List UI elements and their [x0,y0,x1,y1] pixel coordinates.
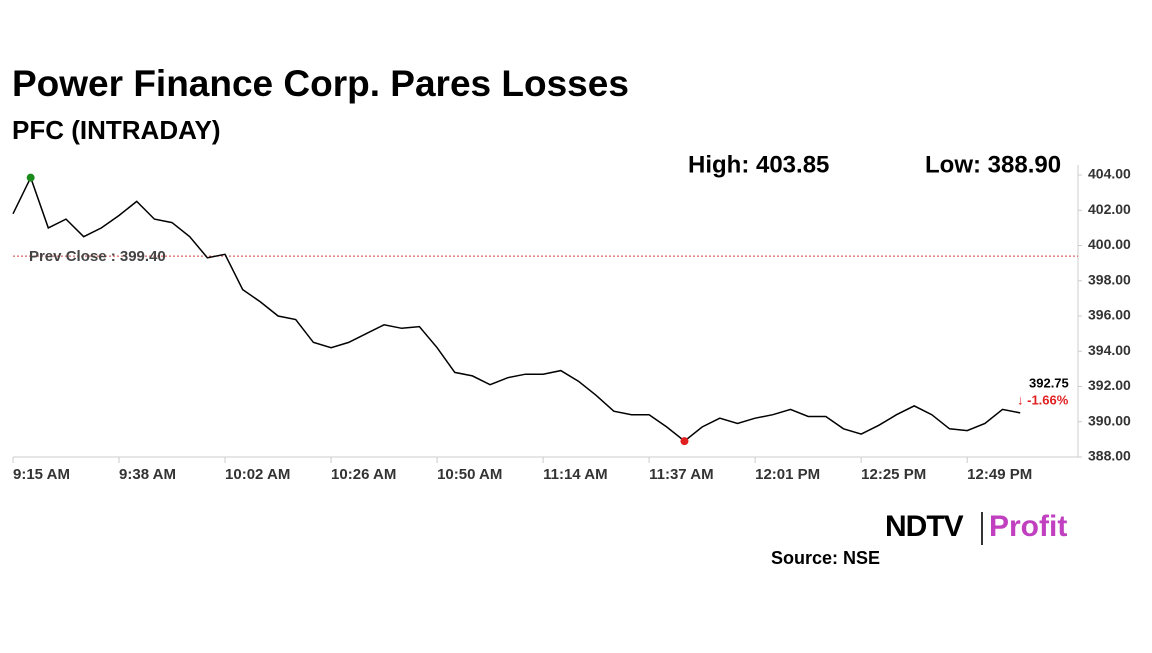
y-tick-label: 392.00 [1088,377,1131,393]
x-tick-label: 9:15 AM [13,466,70,483]
x-tick-label: 11:37 AM [649,466,713,483]
y-tick-label: 402.00 [1088,201,1131,217]
x-tick-label: 11:14 AM [543,466,607,483]
x-tick-label: 12:25 PM [861,466,926,483]
y-tick-label: 400.00 [1088,236,1131,252]
x-tick-label: 10:50 AM [437,466,502,483]
price-line [12,175,1021,443]
low-label: Low: 388.90 [925,151,1061,178]
y-tick-label: 404.00 [1088,166,1131,182]
y-tick-label: 390.00 [1088,412,1131,428]
y-tick-label: 388.00 [1088,448,1131,464]
source: Source: NSE [771,548,880,568]
high-marker [26,173,35,182]
y-tick-label: 398.00 [1088,271,1131,287]
x-tick-label: 12:49 PM [967,466,1032,483]
x-tick-label: 9:38 AM [119,466,176,483]
x-tick-label: 10:02 AM [225,466,290,483]
prev-close-label: Prev Close : 399.40 [29,248,166,265]
x-tick-label: 12:01 PM [755,466,820,483]
change: ↓ -1.66% [1017,392,1069,407]
logo-left: NDTV [885,510,964,543]
logo-right: Profit [989,510,1067,543]
chart-title: Power Finance Corp. Pares Losses [12,63,629,104]
last-price: 392.75 [1029,375,1069,390]
low-marker [680,437,689,446]
high-label: High: 403.85 [688,151,829,178]
x-tick-label: 10:26 AM [331,466,396,483]
chart-subtitle: PFC (INTRADAY) [12,115,220,145]
y-tick-label: 394.00 [1088,342,1131,358]
y-tick-label: 396.00 [1088,307,1131,323]
